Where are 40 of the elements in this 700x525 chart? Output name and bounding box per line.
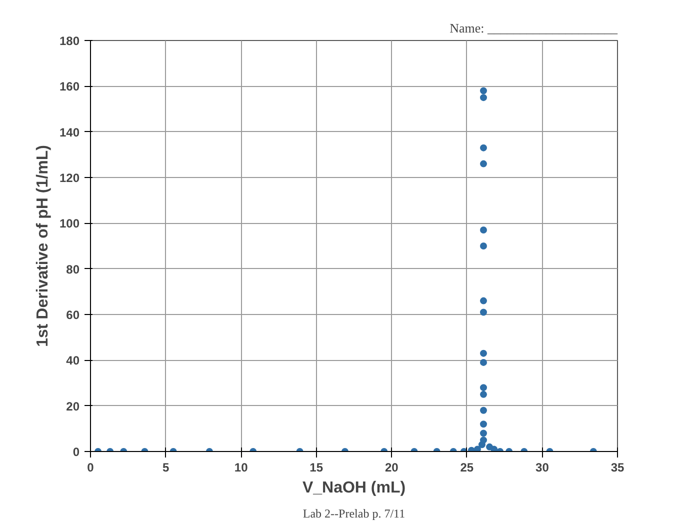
y-tick-label: 120	[59, 171, 80, 185]
y-tick-label: 20	[66, 399, 80, 414]
point	[480, 87, 487, 94]
y-axis-title: 1st Derivative of pH (1/mL)	[34, 145, 52, 347]
y-tick-label: 100	[59, 216, 80, 231]
y-tick-label: 0	[72, 445, 80, 459]
y-tick-label: 180	[59, 34, 80, 48]
x-tick-label: 0	[87, 460, 94, 474]
x-tick-label: 15	[310, 460, 324, 474]
point	[480, 94, 487, 102]
point	[480, 308, 487, 316]
y-tick-label: 40	[66, 354, 80, 368]
point	[480, 358, 487, 366]
text: Name: ____________________	[450, 20, 618, 36]
x-axis-title: V_NaOH (mL)	[302, 480, 406, 496]
x-tick-label: 20	[384, 460, 399, 474]
point	[480, 226, 487, 234]
x-tick-label: 30	[536, 460, 550, 474]
text: Lab 2--Prelab p. 7/11	[302, 506, 406, 520]
point	[480, 390, 487, 398]
point	[480, 160, 487, 168]
y-tick-label: 60	[66, 308, 80, 322]
point	[480, 384, 487, 392]
point	[480, 430, 487, 437]
point	[480, 436, 487, 444]
point	[474, 446, 481, 452]
point	[490, 446, 498, 452]
y-tick-label: 160	[59, 80, 80, 94]
x-tick-label: 10	[234, 460, 248, 474]
point	[480, 242, 487, 250]
x-tick-label: 25	[460, 460, 474, 474]
point	[480, 297, 487, 304]
point	[480, 406, 487, 414]
point	[480, 350, 487, 357]
point	[480, 144, 487, 152]
y-tick-label: 80	[66, 262, 80, 276]
x-tick-label: 5	[162, 460, 170, 474]
point	[480, 420, 487, 428]
x-tick-label: 35	[610, 460, 624, 474]
y-tick-label: 140	[59, 125, 80, 140]
